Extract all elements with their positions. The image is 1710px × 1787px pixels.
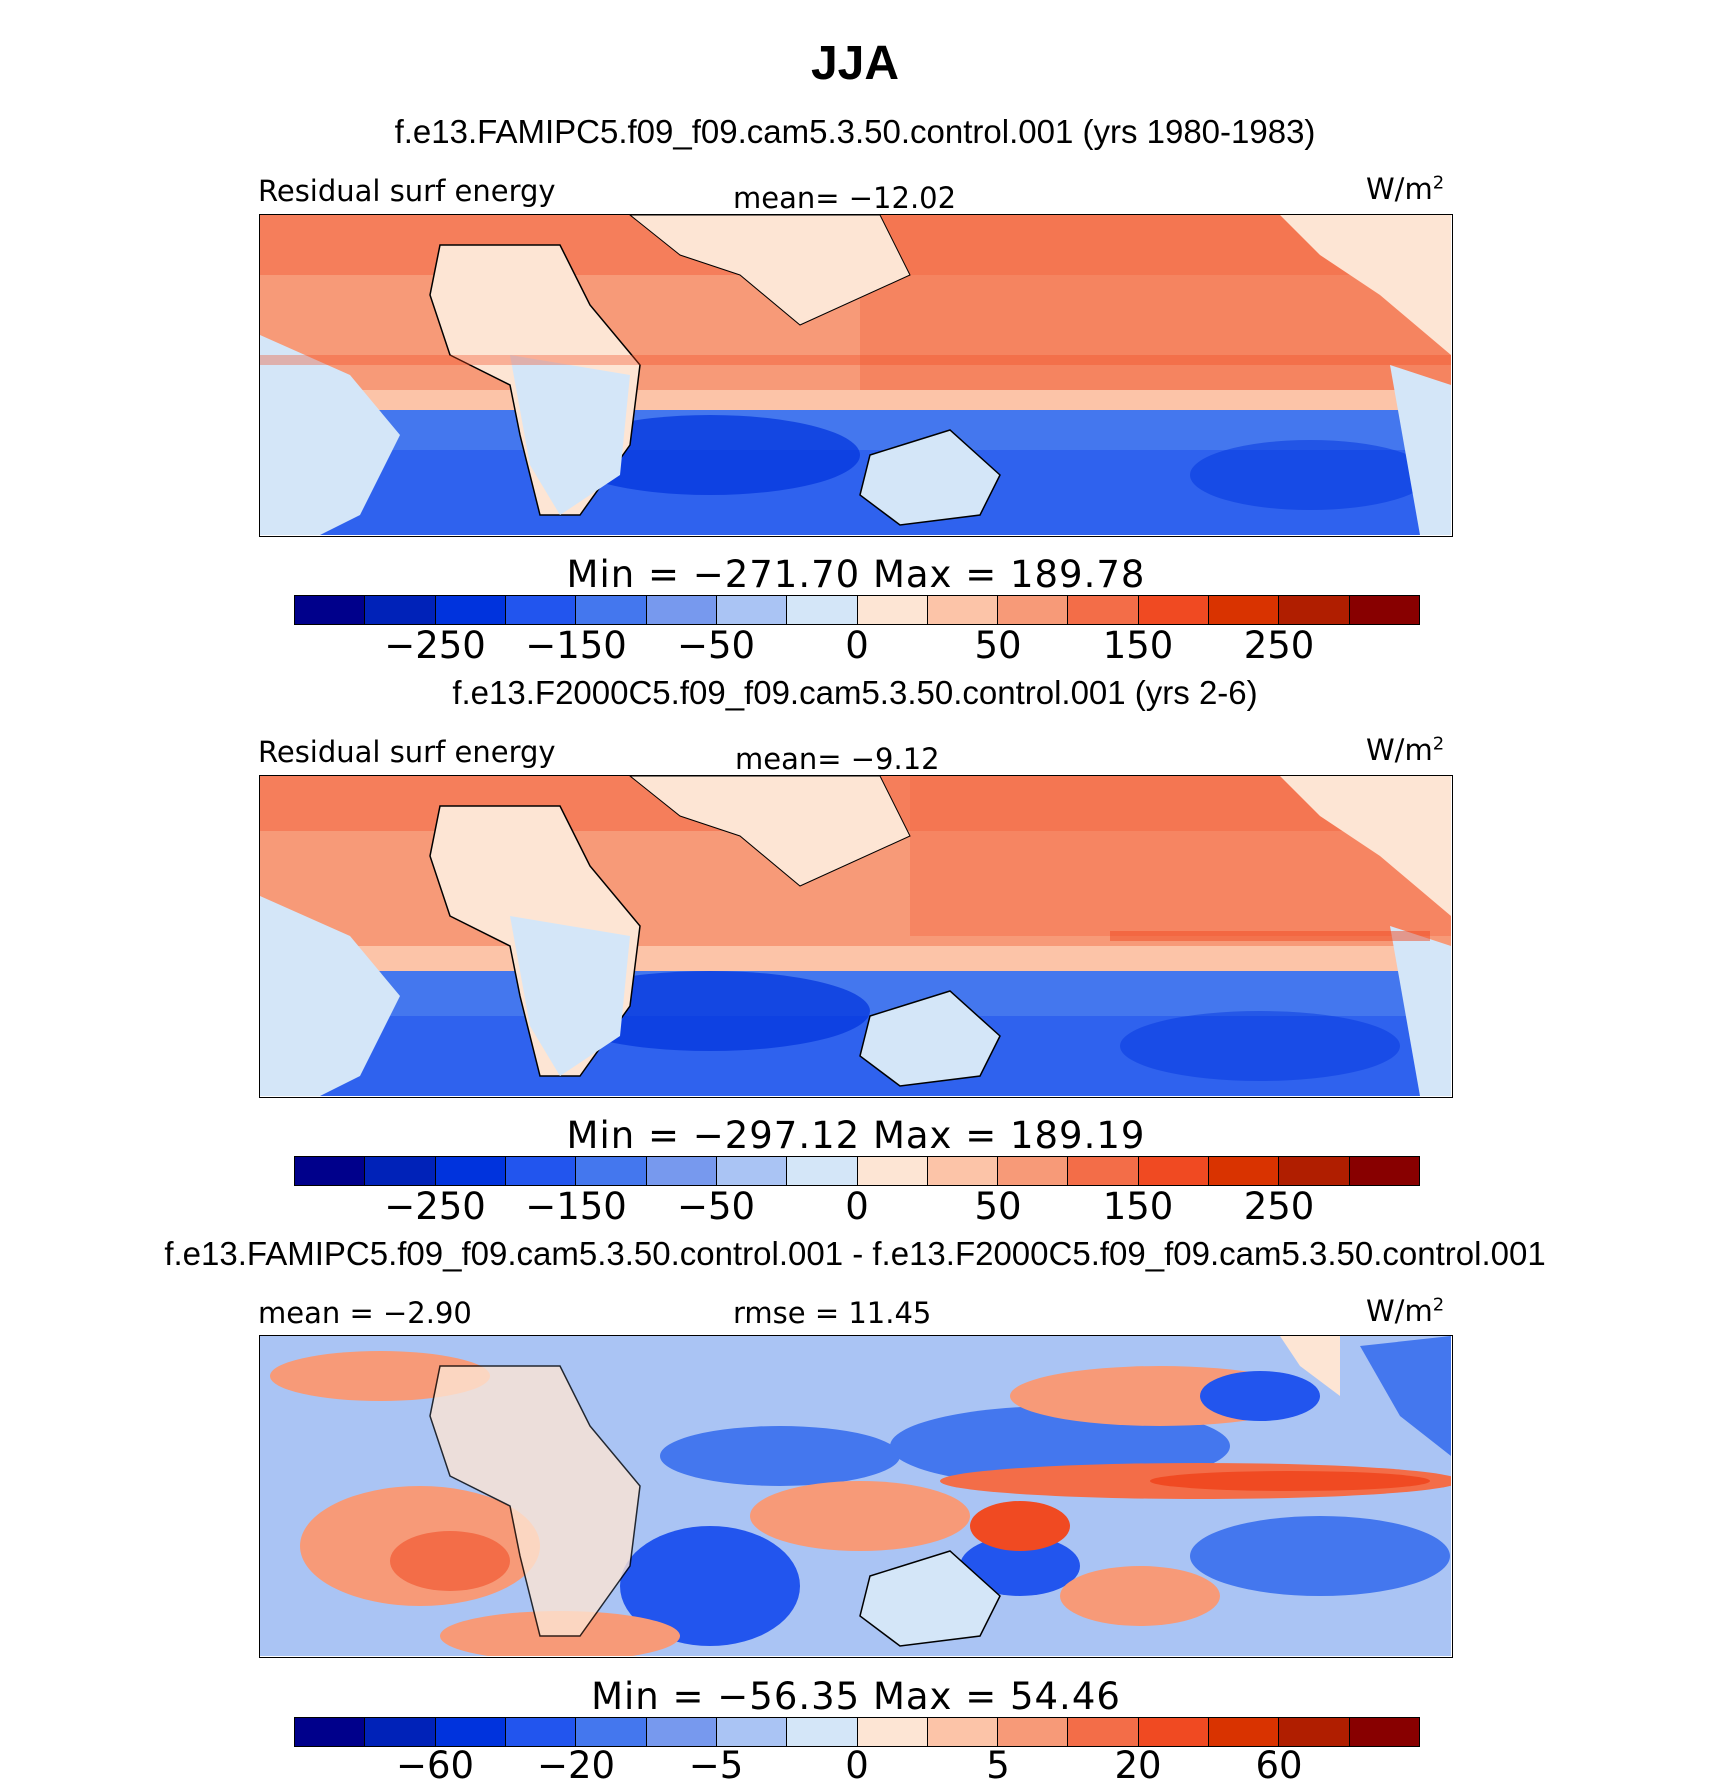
panel-1-tick: 50 — [974, 624, 1022, 667]
figure-title: JJA — [810, 37, 900, 90]
panel-3-rmse-label: rmse = 11.45 — [733, 1296, 932, 1330]
panel-2-tick: −250 — [384, 1185, 486, 1228]
colorbar-swatch — [998, 1718, 1069, 1746]
colorbar-swatch — [998, 1157, 1069, 1185]
colorbar-swatch — [505, 596, 577, 624]
panel-2-tick: 50 — [974, 1185, 1022, 1228]
panel-1-case-title: f.e13.FAMIPC5.f09_f09.cam5.3.50.control.… — [394, 113, 1316, 150]
colorbar-swatch — [1279, 1718, 1350, 1746]
colorbar-swatch — [295, 596, 366, 624]
panel-2-map — [259, 775, 1453, 1098]
colorbar-swatch — [646, 1718, 717, 1746]
colorbar-swatch — [435, 596, 506, 624]
panel-3-tick: −5 — [688, 1744, 744, 1787]
colorbar-swatch — [576, 1157, 647, 1185]
colorbar-swatch — [1349, 596, 1419, 624]
panel-2-mean-label: mean= −9.12 — [735, 742, 940, 776]
panel-1-tick: 0 — [845, 624, 869, 667]
panel-1-min-max: Min = −271.70 Max = 189.78 — [566, 553, 1146, 596]
panel-2-variable-label: Residual surf energy — [258, 735, 556, 769]
colorbar-swatch — [295, 1718, 366, 1746]
panel-1-map-svg — [260, 215, 1451, 535]
colorbar-swatch — [998, 596, 1069, 624]
colorbar-swatch — [857, 1157, 928, 1185]
colorbar-swatch — [505, 1718, 577, 1746]
panel-1-tick: −50 — [676, 624, 756, 667]
colorbar-swatch — [1138, 1718, 1210, 1746]
panel-3-case-title: f.e13.FAMIPC5.f09_f09.cam5.3.50.control.… — [164, 1235, 1546, 1272]
panel-3-min-max: Min = −56.35 Max = 54.46 — [591, 1675, 1121, 1718]
colorbar-swatch — [576, 1718, 647, 1746]
panel-3-mean-label: mean = −2.90 — [258, 1296, 472, 1330]
colorbar-swatch — [295, 1157, 366, 1185]
panel-3-tick: 20 — [1114, 1744, 1162, 1787]
panel-3-tick: −20 — [536, 1744, 616, 1787]
colorbar-swatch — [927, 1718, 999, 1746]
colorbar-swatch — [505, 1157, 577, 1185]
colorbar-swatch — [857, 596, 928, 624]
panel-2-map-svg — [260, 776, 1451, 1096]
panel-1-tick: 250 — [1243, 624, 1315, 667]
panel-3-tick: 60 — [1255, 1744, 1303, 1787]
colorbar-swatch — [646, 596, 717, 624]
panel-3-units: W/m2 — [1366, 1294, 1445, 1328]
panel-2-tick: 150 — [1102, 1185, 1174, 1228]
panel-3-map-svg — [260, 1336, 1451, 1656]
colorbar-swatch — [1068, 596, 1139, 624]
panel-3-tick: 5 — [986, 1744, 1010, 1787]
panel-2-tick: −150 — [525, 1185, 627, 1228]
panel-1-colorbar — [294, 595, 1420, 625]
colorbar-swatch — [365, 1157, 436, 1185]
panel-2-units: W/m2 — [1366, 733, 1445, 767]
colorbar-swatch — [927, 1157, 999, 1185]
colorbar-swatch — [1349, 1157, 1419, 1185]
colorbar-swatch — [1209, 1718, 1280, 1746]
panel-1-tick: 150 — [1102, 624, 1174, 667]
colorbar-swatch — [1209, 596, 1280, 624]
colorbar-swatch — [365, 596, 436, 624]
panel-3-tick: 0 — [845, 1744, 869, 1787]
panel-2-colorbar — [294, 1156, 1420, 1186]
colorbar-swatch — [1349, 1718, 1419, 1746]
colorbar-swatch — [927, 596, 999, 624]
panel-1-units: W/m2 — [1366, 172, 1445, 206]
panel-2-tick: 0 — [845, 1185, 869, 1228]
colorbar-swatch — [716, 596, 788, 624]
panel-1-mean-label: mean= −12.02 — [733, 181, 957, 215]
panel-2-case-title: f.e13.F2000C5.f09_f09.cam5.3.50.control.… — [452, 674, 1258, 711]
colorbar-swatch — [1279, 596, 1350, 624]
panel-1-tick: −250 — [384, 624, 486, 667]
colorbar-swatch — [787, 1718, 858, 1746]
colorbar-swatch — [435, 1718, 506, 1746]
colorbar-swatch — [1138, 1157, 1210, 1185]
panel-1-tick: −150 — [525, 624, 627, 667]
panel-3-colorbar — [294, 1717, 1420, 1747]
colorbar-swatch — [857, 1718, 928, 1746]
colorbar-swatch — [1279, 1157, 1350, 1185]
panel-1-variable-label: Residual surf energy — [258, 174, 556, 208]
colorbar-swatch — [716, 1718, 788, 1746]
panel-3-tick: −60 — [395, 1744, 475, 1787]
colorbar-swatch — [1068, 1718, 1139, 1746]
colorbar-swatch — [716, 1157, 788, 1185]
colorbar-swatch — [365, 1718, 436, 1746]
panel-2-tick: 250 — [1243, 1185, 1315, 1228]
colorbar-swatch — [435, 1157, 506, 1185]
panel-1-map — [259, 214, 1453, 537]
panel-3-map — [259, 1335, 1453, 1658]
colorbar-swatch — [787, 596, 858, 624]
colorbar-swatch — [1209, 1157, 1280, 1185]
panel-2-tick: −50 — [676, 1185, 756, 1228]
colorbar-swatch — [646, 1157, 717, 1185]
panel-2-min-max: Min = −297.12 Max = 189.19 — [566, 1114, 1146, 1157]
colorbar-swatch — [576, 596, 647, 624]
colorbar-swatch — [787, 1157, 858, 1185]
colorbar-swatch — [1138, 596, 1210, 624]
colorbar-swatch — [1068, 1157, 1139, 1185]
